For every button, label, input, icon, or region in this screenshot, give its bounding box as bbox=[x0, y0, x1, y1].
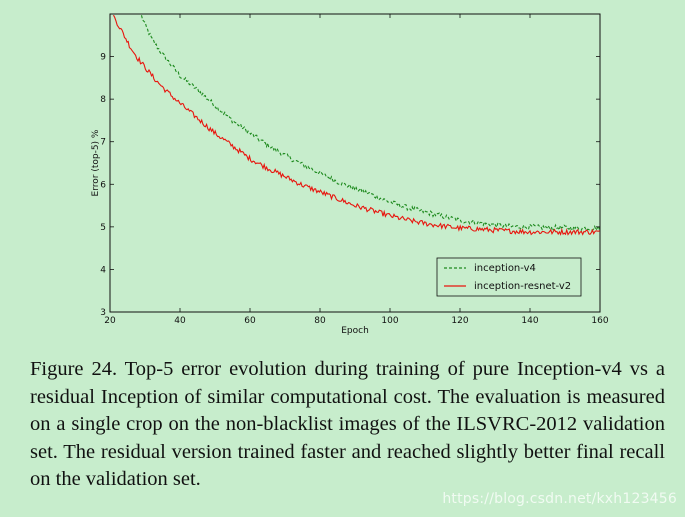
plot-area bbox=[109, 13, 601, 313]
y-tick-label: 8 bbox=[100, 95, 106, 105]
legend-label-inception-resnet-v2: inception-resnet-v2 bbox=[474, 281, 571, 292]
x-tick-label: 140 bbox=[521, 316, 538, 326]
y-tick-label: 6 bbox=[100, 180, 106, 190]
x-axis-label: Epoch bbox=[341, 326, 369, 336]
x-tick-label: 100 bbox=[381, 316, 398, 326]
y-tick-label: 5 bbox=[100, 223, 106, 233]
y-tick-label: 3 bbox=[100, 308, 106, 318]
legend-label-inception-v4: inception-v4 bbox=[474, 263, 536, 274]
series-line-inception-resnet-v2 bbox=[113, 14, 600, 236]
legend-box bbox=[436, 257, 582, 297]
y-tick-label: 7 bbox=[100, 138, 106, 148]
series-lines bbox=[113, 14, 600, 236]
x-ticks: 20 40 60 80 100 120 140 160 bbox=[104, 14, 609, 326]
x-tick-label: 20 bbox=[104, 316, 116, 326]
x-tick-label: 60 bbox=[244, 316, 256, 326]
y-ticks: 3 4 5 6 7 8 9 bbox=[100, 53, 600, 318]
y-tick-label: 4 bbox=[100, 265, 106, 275]
figure-caption: Figure 24. Top-5 error evolution during … bbox=[30, 358, 665, 490]
series-line-inception-v4 bbox=[140, 15, 600, 232]
x-tick-label: 80 bbox=[314, 316, 326, 326]
x-tick-label: 40 bbox=[174, 316, 186, 326]
x-tick-label: 120 bbox=[451, 316, 468, 326]
watermark: https://blog.csdn.net/kxh123456 bbox=[442, 491, 677, 507]
x-tick-label: 160 bbox=[591, 316, 608, 326]
y-tick-label: 9 bbox=[100, 53, 106, 63]
legend: inception-v4 inception-resnet-v2 bbox=[436, 257, 582, 297]
y-axis-label: Error (top-5) % bbox=[91, 129, 101, 196]
